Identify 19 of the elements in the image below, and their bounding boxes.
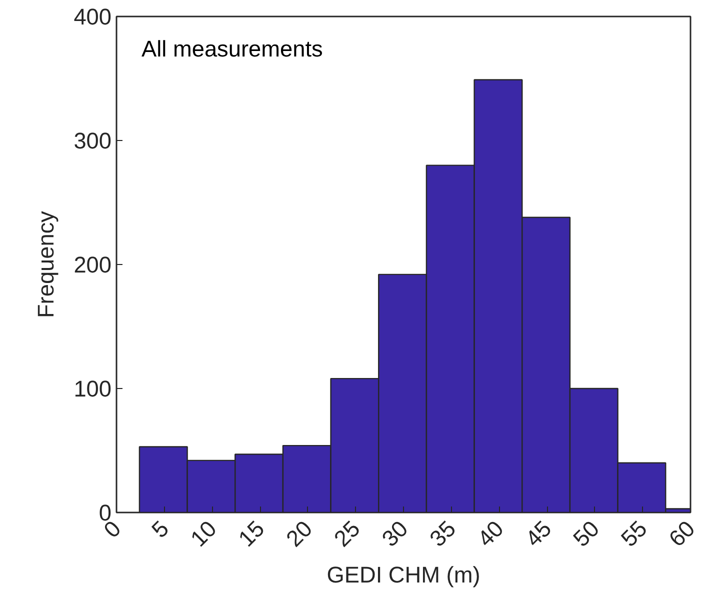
x-tick-label: 30 bbox=[376, 515, 413, 552]
x-tick-label: 25 bbox=[328, 515, 365, 552]
y-tick-label: 400 bbox=[74, 4, 112, 30]
y-axis-title: Frequency bbox=[32, 210, 59, 318]
x-tick-label: 50 bbox=[568, 515, 604, 552]
x-tick-label: 15 bbox=[232, 515, 270, 552]
x-tick-label: 60 bbox=[663, 515, 700, 552]
x-tick-label: 35 bbox=[424, 515, 461, 552]
x-tick-label: 20 bbox=[280, 515, 318, 552]
y-tick-label: 200 bbox=[74, 252, 112, 278]
x-tick-label: 5 bbox=[146, 515, 174, 543]
x-tick-label: 55 bbox=[616, 515, 652, 552]
x-axis-title: GEDI CHM (m) bbox=[326, 562, 480, 588]
x-tick-label: 40 bbox=[472, 515, 508, 552]
x-tick-label: 10 bbox=[185, 515, 222, 552]
x-tick-label: 45 bbox=[520, 515, 556, 552]
y-tick-label: 100 bbox=[74, 376, 112, 402]
annotation: All measurements bbox=[142, 36, 323, 62]
y-tick-label: 300 bbox=[74, 128, 112, 154]
